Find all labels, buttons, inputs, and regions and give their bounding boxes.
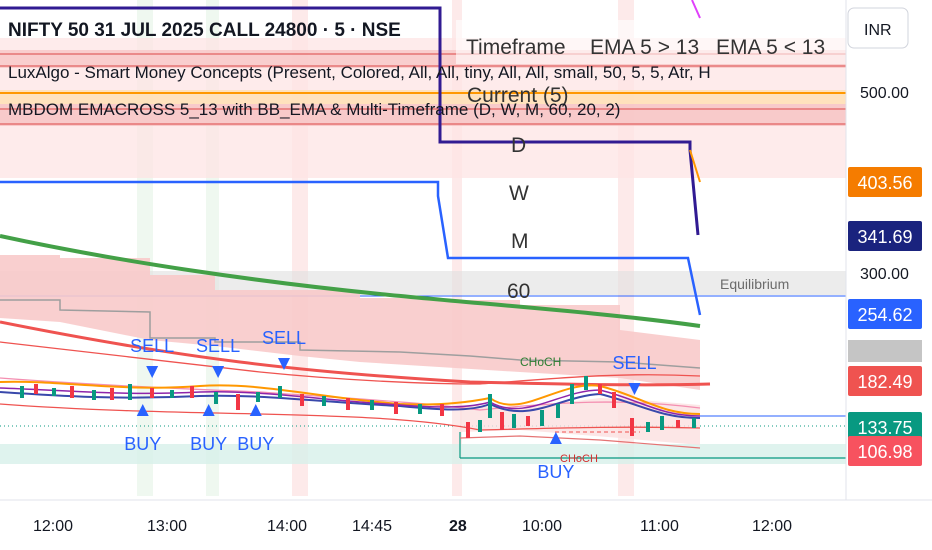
tf-line-navy: [0, 6, 700, 236]
price-scale[interactable]: 500.00 300.00 403.56 341.69 254.62 182.49 13…: [845, 0, 932, 500]
sell-label: SELL: [196, 336, 240, 356]
sell-label: SELL: [612, 353, 656, 373]
price-badge-3: 182.49: [848, 366, 922, 396]
time-axis[interactable]: 12:00 13:00 14:00 14:45 28 10:00 11:00 1…: [0, 499, 932, 550]
time-label-1200b: 12:00: [752, 518, 792, 535]
price-badge-label: 182.49: [857, 372, 912, 392]
discount-zone: [0, 444, 846, 464]
signals-layer: SELL SELL SELL SELL BUY BUY BUY BUY: [124, 328, 656, 482]
price-badge-1: 341.69: [848, 221, 922, 251]
time-label-1445: 14:45: [352, 518, 392, 535]
green-ema-line: [0, 234, 701, 328]
mtf-row-m: M: [511, 230, 529, 253]
price-badge-label: 341.69: [857, 227, 912, 247]
sr-cloud: [0, 255, 700, 390]
price-badge-0: 403.56: [848, 167, 922, 197]
price-badge-label: 254.62: [857, 305, 912, 325]
sell-marker: [628, 383, 641, 395]
cloud-outline: [0, 299, 701, 369]
candles: [20, 376, 696, 438]
choch-label-lower: CHoCH: [560, 453, 598, 465]
time-label-1000: 10:00: [522, 518, 562, 535]
buy-marker: [202, 404, 215, 416]
price-badge-label: 403.56: [857, 173, 912, 193]
tf-line-blue: [0, 180, 702, 316]
price-badge-label: 106.98: [857, 442, 912, 462]
indicator-legend-smc[interactable]: LuxAlgo - Smart Money Concepts (Present,…: [8, 63, 711, 82]
price-tick-300: 300.00: [860, 266, 909, 283]
time-label-1200: 12:00: [33, 518, 73, 535]
price-badge-label: 133.75: [857, 418, 912, 438]
buy-marker: [249, 404, 262, 416]
time-label-1400: 14:00: [267, 518, 307, 535]
mtf-row-60: 60: [507, 280, 530, 303]
mtf-row-w: W: [509, 182, 529, 205]
red-ema-line: [0, 320, 711, 387]
tf-line-magenta: [691, 0, 701, 19]
tf-line-orange: [689, 149, 701, 183]
price-badge-2: 254.62: [848, 299, 922, 329]
mtf-row-d: D: [511, 134, 526, 157]
mtf-row-current: Current (5): [467, 84, 569, 107]
indicator-legend-emacross[interactable]: MBDOM EMACROSS 5_13 with BB_EMA & Multi-…: [8, 100, 621, 119]
sell-marker: [146, 366, 159, 378]
currency-label[interactable]: INR: [864, 22, 892, 39]
sell-label: SELL: [130, 336, 174, 356]
buy-label: BUY: [190, 434, 227, 454]
buy-label: BUY: [237, 434, 274, 454]
time-label-28: 28: [449, 518, 467, 535]
mtf-header-ema-down: EMA 5 < 13: [716, 36, 825, 59]
symbol-title[interactable]: NIFTY 50 31 JUL 2025 CALL 24800 · 5 · NS…: [8, 20, 401, 41]
mtf-table: Timeframe EMA 5 > 13 EMA 5 < 13 Current …: [456, 20, 846, 303]
mtf-header-timeframe: Timeframe: [466, 36, 566, 59]
buy-marker: [549, 432, 562, 444]
buy-marker: [136, 404, 149, 416]
buy-label: BUY: [124, 434, 161, 454]
lower-cloud-outline: [459, 435, 701, 449]
equilibrium-label: Equilibrium: [720, 276, 789, 292]
sell-label: SELL: [262, 328, 306, 348]
price-badge-4: 133.75: [848, 412, 922, 442]
buy-label: BUY: [537, 462, 574, 482]
price-badges: 403.56 341.69 254.62 182.49 133.75 106.98: [848, 167, 922, 466]
lower-cloud: [460, 398, 700, 445]
mtf-header-ema-up: EMA 5 > 13: [590, 36, 699, 59]
time-label-1100: 11:00: [640, 518, 679, 535]
sell-marker: [212, 366, 225, 378]
time-label-1300: 13:00: [147, 518, 187, 535]
choch-label-upper: CHoCH: [520, 355, 561, 369]
sell-marker: [278, 358, 290, 370]
price-tick-500: 500.00: [860, 85, 909, 102]
price-badge-5: 106.98: [848, 436, 922, 466]
